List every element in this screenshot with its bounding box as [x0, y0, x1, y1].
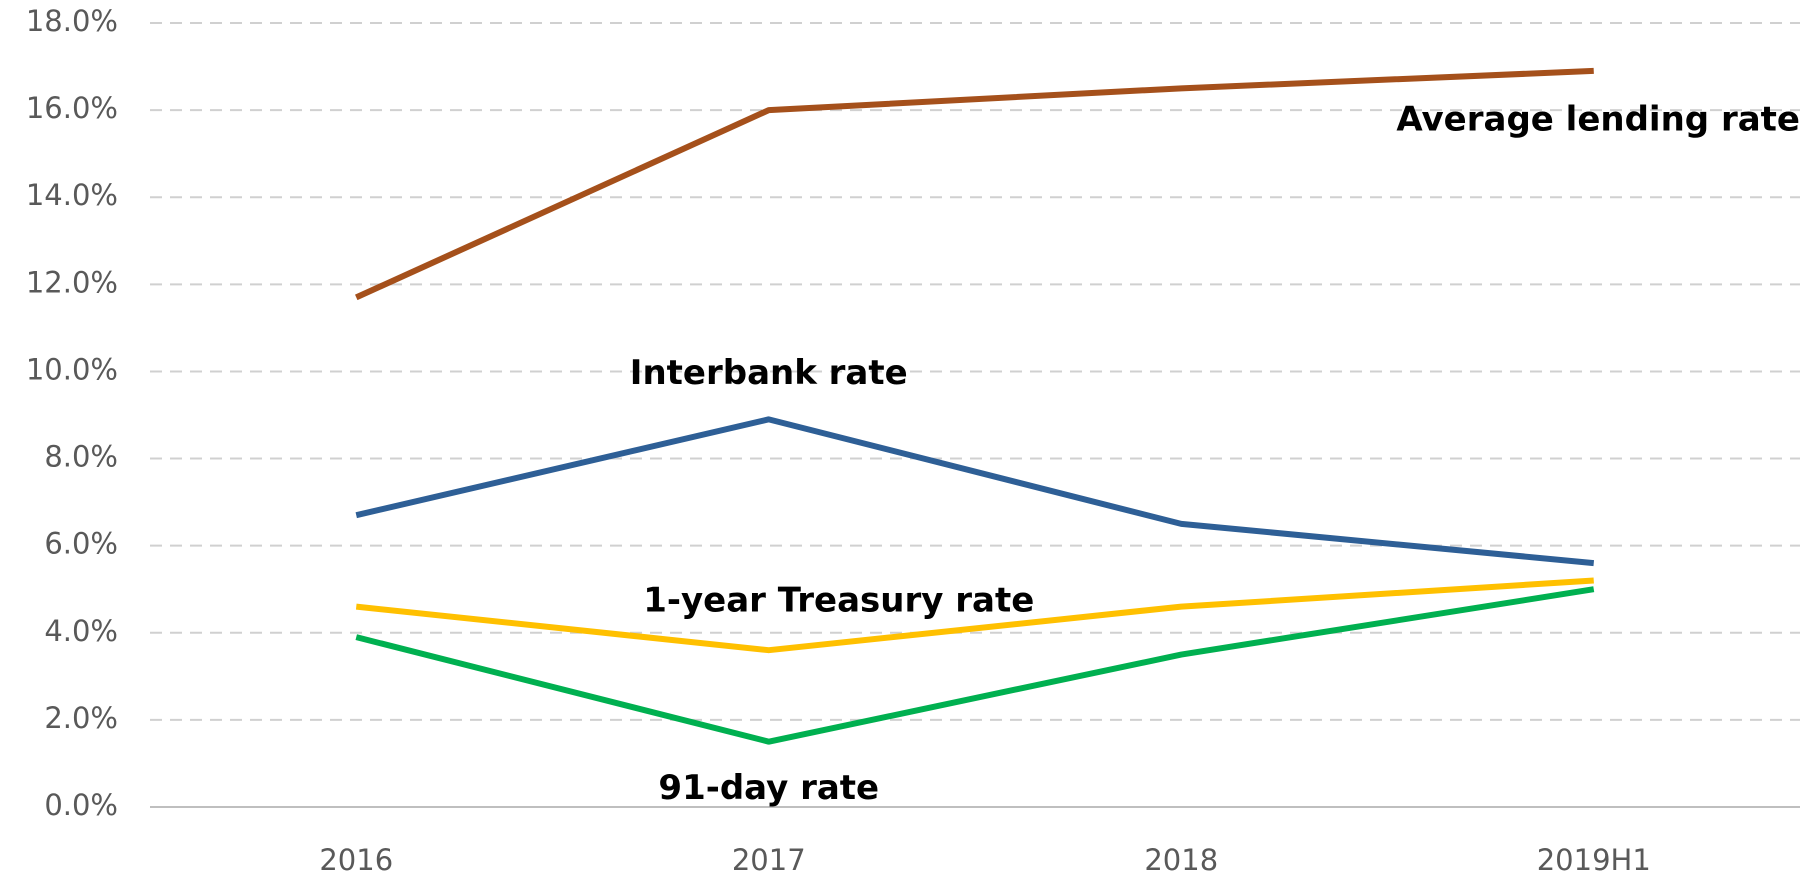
- y-tick-label: 8.0%: [44, 440, 118, 474]
- x-tick-label: 2019H1: [1537, 843, 1651, 877]
- y-tick-label: 10.0%: [26, 352, 118, 386]
- y-tick-label: 2.0%: [44, 701, 118, 735]
- series-label: Interbank rate: [630, 353, 908, 393]
- y-tick-label: 12.0%: [26, 265, 118, 299]
- y-tick-label: 6.0%: [44, 527, 118, 561]
- y-tick-label: 18.0%: [26, 4, 118, 38]
- x-tick-label: 2018: [1144, 843, 1218, 877]
- y-tick-label: 0.0%: [44, 788, 118, 822]
- series-label: Average lending rate: [1396, 99, 1800, 139]
- y-tick-label: 16.0%: [26, 91, 118, 125]
- y-tick-label: 14.0%: [26, 178, 118, 212]
- y-tick-label: 4.0%: [44, 614, 118, 648]
- line-series: [355, 416, 1595, 567]
- x-tick-label: 2016: [319, 843, 393, 877]
- line-series: [355, 586, 1595, 745]
- series-label: 1-year Treasury rate: [643, 581, 1034, 621]
- line-series: [355, 67, 1594, 301]
- line-series: [355, 577, 1594, 654]
- series-label: 91-day rate: [658, 768, 879, 808]
- x-tick-label: 2017: [732, 843, 806, 877]
